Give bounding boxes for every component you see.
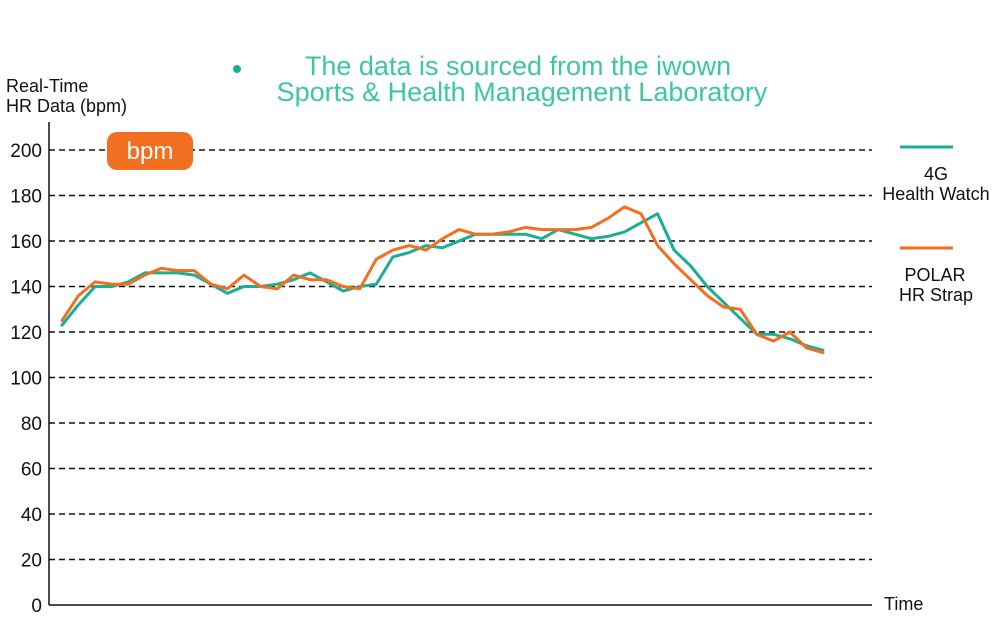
y-tick-label: 160	[10, 232, 42, 253]
series-line-health-watch	[60, 212, 825, 352]
source-note-line2: Sports & Health Management Laboratory	[277, 77, 768, 107]
y-tick-label: 0	[31, 596, 42, 617]
legend-label-health-watch-line2: Health Watch	[882, 184, 989, 204]
legend-label-polar-strap-line2: HR Strap	[899, 285, 973, 305]
bpm-badge-label: bpm	[127, 138, 174, 165]
y-tick-label: 180	[10, 187, 42, 208]
y-tick-label: 80	[21, 414, 42, 435]
legend-item-health-watch: 4G Health Watch	[882, 145, 990, 204]
source-note-line1: The data is sourced from the iwown	[305, 51, 731, 81]
series-line-polar-strap	[60, 205, 825, 354]
bpm-badge-background	[107, 132, 193, 170]
y-tick-label: 100	[10, 369, 42, 390]
y-tick-label: 140	[10, 278, 42, 299]
series-lines	[60, 205, 825, 354]
y-tick-label: 120	[10, 323, 42, 344]
legend: 4G Health Watch POLAR HR Strap	[882, 145, 990, 305]
note-bullet-icon	[233, 65, 241, 73]
x-axis-label: Time	[884, 594, 923, 614]
legend-label-polar-strap-line1: POLAR	[904, 265, 965, 285]
axes	[48, 122, 872, 606]
grid-lines	[49, 149, 872, 561]
y-tick-label: 20	[21, 551, 42, 572]
y-tick-label: 60	[21, 460, 42, 481]
y-tick-label: 200	[10, 141, 42, 162]
bpm-badge: bpm	[107, 132, 193, 170]
y-tick-label: 40	[21, 505, 42, 526]
legend-label-health-watch-line1: 4G	[924, 164, 948, 184]
y-axis-label-line2: HR Data (bpm)	[6, 96, 127, 116]
y-axis-label-line1: Real-Time	[6, 76, 88, 96]
y-tick-labels: 0 20 40 60 80 100 120 140 160 180 200	[10, 141, 42, 617]
legend-item-polar-strap: POLAR HR Strap	[899, 246, 973, 305]
